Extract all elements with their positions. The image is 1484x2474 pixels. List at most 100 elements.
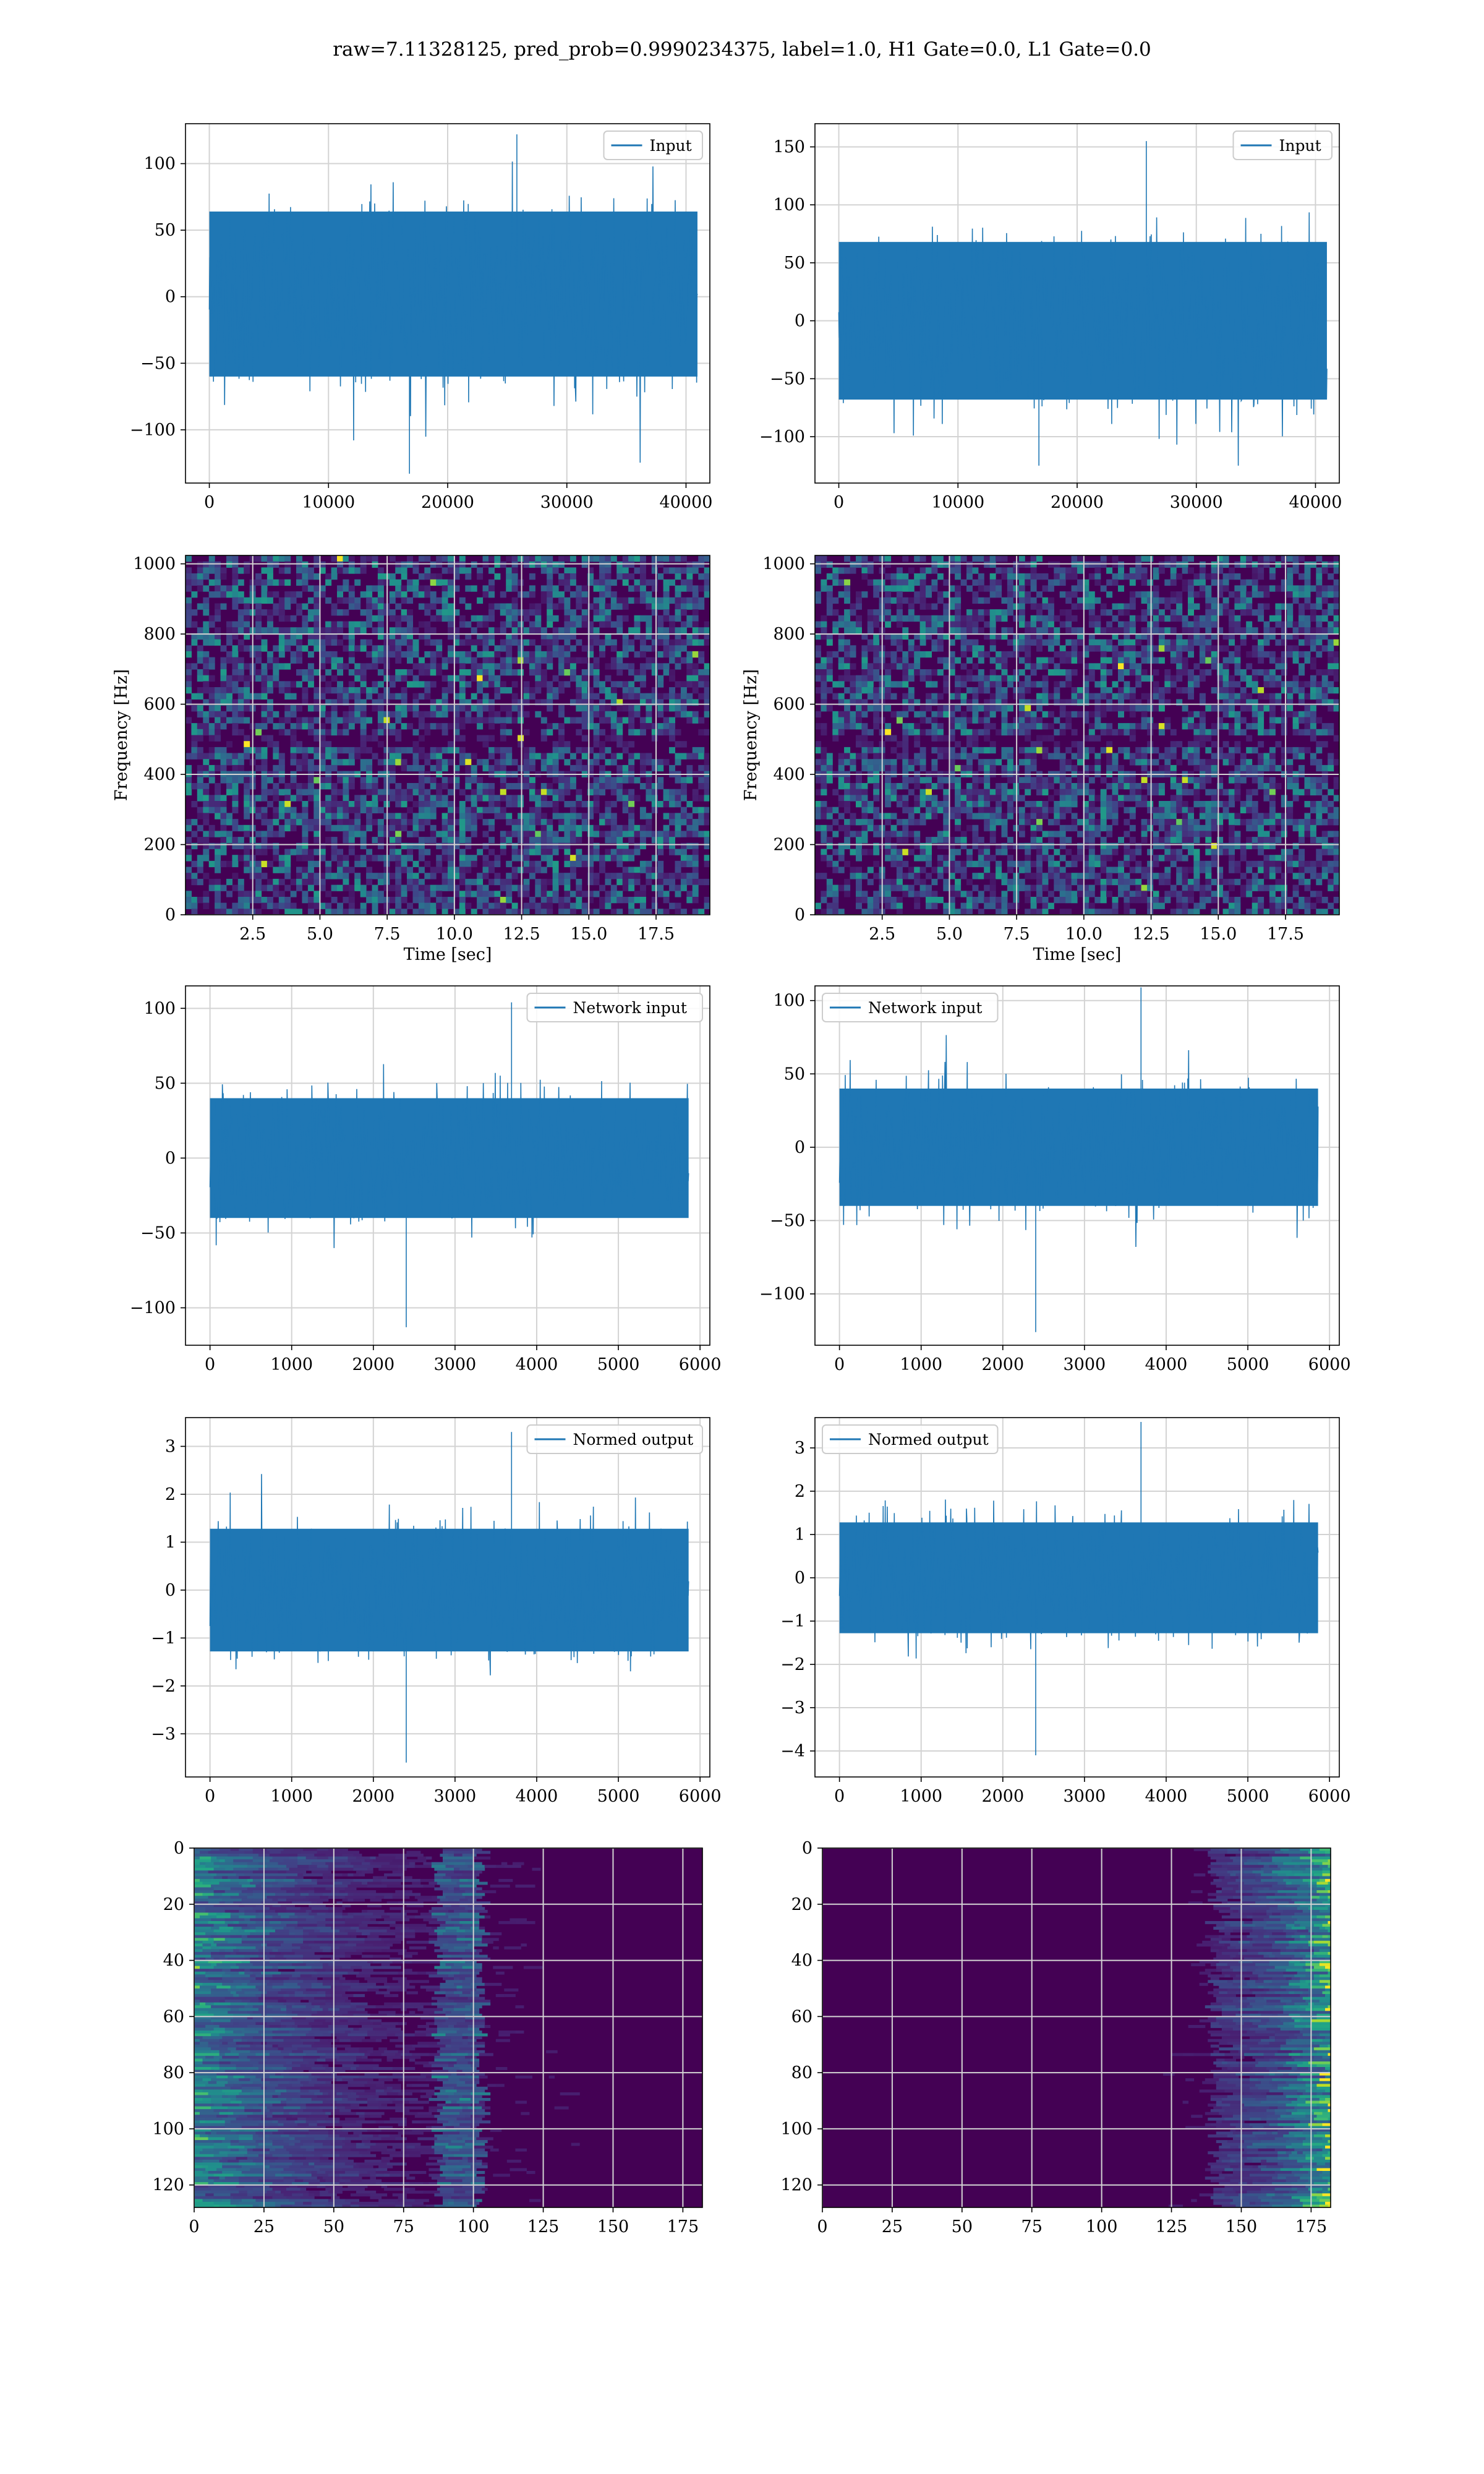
y-tick-label: 150	[773, 137, 805, 156]
x-tick-label: 17.5	[638, 925, 675, 944]
y-tick-label: 20	[163, 1895, 184, 1914]
series-line-input-l1	[838, 141, 1328, 466]
x-tick-label: 25	[882, 2217, 903, 2236]
heatmap-spectrogram-h1	[186, 555, 710, 915]
x-tick-label: 75	[1021, 2217, 1043, 2236]
y-tick-label: 50	[155, 221, 176, 240]
x-tick-label: 40000	[660, 493, 713, 512]
y-tick-label: 0	[795, 312, 805, 331]
x-tick-label: 0	[205, 1355, 215, 1374]
x-tick-label: 0	[817, 2217, 827, 2236]
legend-network-input-h1: Network input	[526, 993, 703, 1022]
x-tick-label: 2000	[981, 1787, 1024, 1806]
x-tick-label: 15.0	[1200, 925, 1237, 944]
x-tick-label: 30000	[1170, 493, 1223, 512]
x-tick-label: 75	[393, 2217, 414, 2236]
y-tick-label: 120	[152, 2176, 184, 2195]
y-tick-label: 1000	[133, 555, 176, 574]
grid-feature-map-l1	[822, 1847, 1331, 2207]
x-tick-label: 0	[834, 1787, 845, 1806]
x-tick-label: 6000	[679, 1355, 722, 1374]
panel-feature-map-h1: 0 25 50 75 100 125 150 175 0 20 40 60 80 100 120	[152, 1839, 703, 2236]
x-tick-label: 6000	[679, 1787, 722, 1806]
y-tick-label: 600	[773, 695, 805, 714]
y-tick-label: 1000	[762, 555, 805, 574]
y-tick-label: 1	[165, 1533, 176, 1552]
x-tick-label: 150	[597, 2217, 629, 2236]
y-tick-label: 600	[143, 695, 176, 714]
legend-input-h1: Input	[603, 131, 703, 160]
x-axis-label: Time [sec]	[404, 945, 492, 964]
y-tick-label: 40	[163, 1951, 184, 1971]
x-axis-label: Time [sec]	[1033, 945, 1122, 964]
x-tick-label: 100	[1086, 2217, 1118, 2236]
x-tick-label: 12.5	[1133, 925, 1170, 944]
x-tick-label: 5.0	[936, 925, 963, 944]
y-tick-label: −100	[759, 427, 805, 447]
y-tick-label: 0	[795, 1138, 805, 1157]
ticks-network-input-h1: 0 1000 2000 3000 4000 5000 6000 −100 −50 0 50 100	[130, 999, 722, 1374]
x-tick-label: 3000	[434, 1787, 477, 1806]
x-tick-label: 20000	[421, 493, 474, 512]
y-tick-label: 20	[791, 1895, 812, 1914]
x-tick-label: 175	[1295, 2217, 1328, 2236]
x-tick-label: 17.5	[1267, 925, 1304, 944]
figure-suptitle: raw=7.11328125, pred_prob=0.9990234375, …	[333, 38, 1151, 61]
x-tick-label: 4000	[1145, 1355, 1188, 1374]
panel-spectrogram-l1: 2.5 5.0 7.5 10.0 12.5 15.0 17.5 0 200 400 600 800 10…	[741, 555, 1340, 964]
series-line-normed-output-h1	[209, 1432, 689, 1763]
y-tick-label: 60	[791, 2007, 812, 2026]
y-tick-label: 100	[773, 991, 805, 1011]
y-tick-label: 80	[163, 2063, 184, 2082]
x-tick-label: 0	[834, 1355, 845, 1374]
x-tick-label: 1000	[270, 1787, 313, 1806]
legend-network-input-l1: Network input	[822, 993, 999, 1022]
x-tick-label: 7.5	[374, 925, 401, 944]
heatmap-feature-map-h1	[194, 1848, 702, 2207]
legend-input-l1: Input	[1232, 131, 1333, 160]
panel-normed-output-h1: Normed output 0 1000 2000 3000 4000 5000 6000 −3…	[151, 1417, 722, 1806]
axes-frame-spectrogram-h1	[185, 555, 710, 915]
y-tick-label: −100	[759, 1285, 805, 1304]
axes-frame-feature-map-h1	[194, 1847, 703, 2208]
y-tick-label: 800	[143, 625, 176, 644]
x-tick-label: 25	[254, 2217, 275, 2236]
ticks-normed-output-h1: 0 1000 2000 3000 4000 5000 6000 −3 −2 −1 0 1 2 3	[151, 1437, 721, 1806]
axes-frame-feature-map-l1	[822, 1847, 1331, 2208]
series-line-network-input-h1	[209, 1002, 689, 1327]
x-tick-label: 125	[527, 2217, 560, 2236]
axes-frame-network-input-h1	[185, 985, 710, 1346]
legend-label: Input	[1279, 137, 1321, 155]
y-tick-label: 0	[165, 1149, 176, 1168]
y-tick-label: 0	[802, 1839, 812, 1858]
series-line-input-h1	[208, 134, 698, 474]
y-tick-label: 100	[143, 155, 176, 174]
axes-frame-spectrogram-l1	[814, 555, 1340, 915]
y-tick-label: −50	[140, 1223, 176, 1243]
series-line-normed-output-l1	[838, 1422, 1319, 1755]
y-axis-label: Frequency [Hz]	[741, 669, 761, 801]
ticks-input-l1: 0 10000 20000 30000 40000 −100 −50 0 50 100 150	[759, 137, 1342, 512]
y-tick-label: −50	[770, 1211, 805, 1230]
y-tick-label: 0	[165, 905, 176, 925]
x-tick-label: 3000	[1064, 1787, 1106, 1806]
ticks-spectrogram-l1: 2.5 5.0 7.5 10.0 12.5 15.0 17.5 0 200 400 600 800 10…	[762, 555, 1304, 944]
x-tick-label: 175	[667, 2217, 699, 2236]
x-tick-label: 2.5	[239, 925, 266, 944]
x-tick-label: 10000	[931, 493, 984, 512]
y-tick-label: 50	[155, 1074, 176, 1093]
y-tick-label: 0	[795, 905, 805, 925]
y-tick-label: −100	[130, 1298, 176, 1317]
x-tick-label: 6000	[1308, 1355, 1351, 1374]
heatmap-spectrogram-l1	[815, 555, 1339, 915]
x-tick-label: 125	[1156, 2217, 1188, 2236]
x-tick-label: 2000	[352, 1787, 394, 1806]
x-tick-label: 10000	[302, 493, 355, 512]
y-tick-label: 800	[773, 625, 805, 644]
y-tick-label: 1	[795, 1525, 805, 1544]
x-tick-label: 0	[205, 1787, 215, 1806]
x-tick-label: 2000	[981, 1355, 1024, 1374]
y-tick-label: 120	[780, 2176, 812, 2195]
